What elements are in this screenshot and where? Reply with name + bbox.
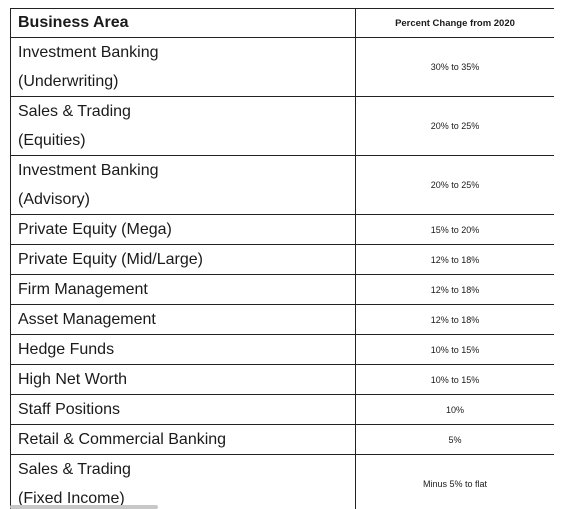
table-row: Hedge Funds 10% to 15%: [10, 334, 554, 365]
header-percent-change: Percent Change from 2020: [355, 8, 554, 38]
table-row: Staff Positions 10%: [10, 394, 554, 425]
business-area-text: Investment Banking: [18, 162, 159, 179]
percent-change-cell: 10% to 15%: [355, 364, 554, 395]
business-area-cell: Hedge Funds: [10, 334, 356, 365]
percent-change-cell: 10%: [355, 394, 554, 425]
percent-change-cell: 5%: [355, 424, 554, 455]
percent-change-cell: 12% to 18%: [355, 244, 554, 275]
percent-change-cell: 12% to 18%: [355, 274, 554, 305]
business-area-text: (Equities): [18, 132, 86, 149]
business-area-cell: Sales & Trading (Fixed Income): [10, 454, 356, 509]
business-area-text: Sales & Trading: [18, 461, 131, 478]
business-area-text: Firm Management: [18, 281, 148, 298]
business-area-text: Hedge Funds: [18, 341, 115, 358]
business-area-text: (Fixed Income): [18, 490, 125, 507]
business-area-text: Sales & Trading: [18, 103, 131, 120]
business-area-text: Private Equity (Mega): [18, 221, 172, 238]
business-area-cell: High Net Worth: [10, 364, 356, 395]
business-area-cell: Firm Management: [10, 274, 356, 305]
percent-change-cell: 20% to 25%: [355, 155, 554, 215]
table-row: Private Equity (Mid/Large) 12% to 18%: [10, 244, 554, 275]
table-row: Sales & Trading (Fixed Income) Minus 5% to…: [10, 454, 554, 509]
business-area-cell: Investment Banking (Underwriting): [10, 37, 356, 97]
percent-change-cell: 12% to 18%: [355, 304, 554, 335]
business-area-text: High Net Worth: [18, 371, 128, 388]
business-area-cell: Sales & Trading (Equities): [10, 96, 356, 156]
table-body: Investment Banking (Underwriting) 30% to 3…: [10, 37, 554, 509]
table-row: Sales & Trading (Equities) 20% to 25%: [10, 96, 554, 156]
table-header-row: Business Area Percent Change from 2020: [10, 8, 554, 38]
business-area-text: Investment Banking: [18, 44, 159, 61]
business-area-text: Asset Management: [18, 311, 156, 328]
business-area-text: Private Equity (Mid/Large): [18, 251, 203, 268]
business-area-text: Retail & Commercial Banking: [18, 431, 227, 448]
horizontal-scrollbar[interactable]: [10, 505, 158, 509]
percent-change-cell: 20% to 25%: [355, 96, 554, 156]
business-area-text: (Advisory): [18, 191, 91, 208]
table-row: Investment Banking (Underwriting) 30% to 3…: [10, 37, 554, 97]
table-container: Business Area Percent Change from 2020 I…: [10, 8, 554, 509]
percent-change-cell: 15% to 20%: [355, 214, 554, 245]
business-area-cell: Staff Positions: [10, 394, 356, 425]
percent-change-cell: Minus 5% to flat: [355, 454, 554, 509]
percent-change-cell: 10% to 15%: [355, 334, 554, 365]
business-area-cell: Private Equity (Mid/Large): [10, 244, 356, 275]
table-row: Firm Management 12% to 18%: [10, 274, 554, 305]
business-area-text: Staff Positions: [18, 401, 120, 418]
header-business-area: Business Area: [10, 8, 356, 38]
business-area-cell: Private Equity (Mega): [10, 214, 356, 245]
business-area-cell: Investment Banking (Advisory): [10, 155, 356, 215]
table-row: Retail & Commercial Banking 5%: [10, 424, 554, 455]
business-area-cell: Asset Management: [10, 304, 356, 335]
business-area-text: (Underwriting): [18, 73, 119, 90]
table-row: Investment Banking (Advisory) 20% to 25%: [10, 155, 554, 215]
table-row: High Net Worth 10% to 15%: [10, 364, 554, 395]
table-row: Private Equity (Mega) 15% to 20%: [10, 214, 554, 245]
business-area-table: Business Area Percent Change from 2020 I…: [10, 8, 554, 509]
business-area-cell: Retail & Commercial Banking: [10, 424, 356, 455]
table-row: Asset Management 12% to 18%: [10, 304, 554, 335]
percent-change-cell: 30% to 35%: [355, 37, 554, 97]
